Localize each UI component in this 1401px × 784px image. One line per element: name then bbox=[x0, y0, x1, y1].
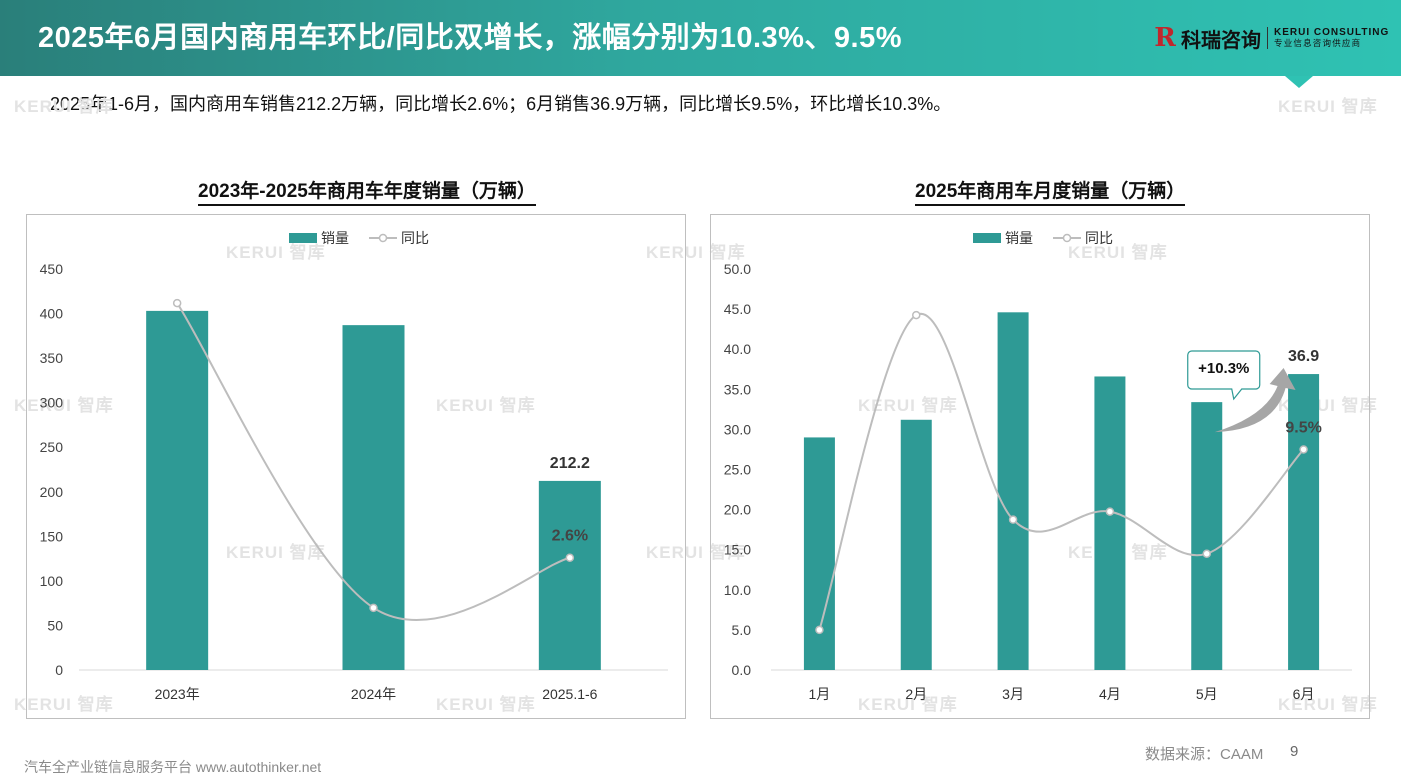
y-tick-label: 300 bbox=[40, 395, 64, 411]
watermark: KERUI 智库 bbox=[1278, 97, 1378, 116]
logo-mark: R bbox=[1154, 23, 1176, 53]
yoy-point-2月 bbox=[912, 310, 921, 320]
yoy-line bbox=[176, 302, 571, 622]
mom-callout-box bbox=[1187, 350, 1261, 401]
bar-2025.1-6 bbox=[538, 480, 601, 670]
annual-chart-title: 2023年-2025年商用车年度销量（万辆） bbox=[198, 176, 536, 206]
x-tick-label: 2024年 bbox=[351, 686, 396, 702]
legend-marker-line bbox=[378, 233, 388, 243]
bar-5月 bbox=[1191, 402, 1223, 670]
legend-marker-line bbox=[1062, 233, 1072, 243]
x-tick-label: 1月 bbox=[809, 686, 831, 702]
x-tick-label: 4月 bbox=[1099, 686, 1121, 702]
y-tick-label: 15.0 bbox=[724, 542, 751, 558]
y-tick-label: 150 bbox=[40, 528, 64, 544]
x-tick-label: 2023年 bbox=[155, 686, 200, 702]
y-tick-label: 5.0 bbox=[732, 622, 752, 638]
logo-english-name: KERUI CONSULTING bbox=[1274, 27, 1390, 39]
yoy-point-2024年 bbox=[369, 603, 378, 613]
y-tick-label: 20.0 bbox=[724, 502, 751, 518]
y-tick-label: 10.0 bbox=[724, 582, 751, 598]
yoy-data-label: 2.6% bbox=[552, 528, 588, 545]
x-tick-label: 5月 bbox=[1196, 686, 1218, 702]
y-tick-label: 35.0 bbox=[724, 381, 751, 397]
y-tick-label: 25.0 bbox=[724, 462, 751, 478]
legend-label-bar: 销量 bbox=[1005, 230, 1033, 246]
y-tick-label: 0 bbox=[55, 662, 63, 678]
mom-annotation bbox=[1214, 368, 1296, 433]
x-tick-label: 6月 bbox=[1293, 686, 1315, 702]
y-tick-label: 200 bbox=[40, 484, 64, 500]
header-notch bbox=[1285, 76, 1313, 88]
kerui-logo: R 科瑞咨询 KERUI CONSULTING 专业信息咨询供应商 bbox=[1153, 16, 1393, 60]
x-tick-label: 3月 bbox=[1002, 686, 1024, 702]
y-tick-label: 250 bbox=[40, 439, 64, 455]
bar-3月 bbox=[997, 312, 1029, 670]
y-tick-label: 0.0 bbox=[732, 662, 752, 678]
bar-2024年 bbox=[342, 325, 405, 670]
footer-platform: 汽车全产业链信息服务平台 www.autothinker.net bbox=[24, 759, 322, 775]
bar-6月 bbox=[1288, 374, 1320, 670]
summary-text: 2025年1-6月，国内商用车销售212.2万辆，同比增长2.6%；6月销售36… bbox=[50, 94, 952, 114]
logo-separator bbox=[1267, 27, 1268, 49]
yoy-data-label: 9.5% bbox=[1285, 419, 1321, 436]
data-source: 数据来源：CAAM bbox=[1145, 746, 1264, 763]
x-tick-label: 2月 bbox=[905, 686, 927, 702]
y-tick-label: 50 bbox=[47, 617, 63, 633]
page-title: 2025年6月国内商用车环比/同比双增长，涨幅分别为10.3%、9.5% bbox=[38, 22, 903, 54]
legend-label-bar: 销量 bbox=[321, 230, 349, 246]
y-tick-label: 100 bbox=[40, 573, 64, 589]
legend-swatch-bar bbox=[289, 233, 317, 243]
yoy-point-5月 bbox=[1202, 549, 1211, 558]
page-number: 9 bbox=[1290, 743, 1299, 760]
y-tick-label: 45.0 bbox=[724, 301, 751, 317]
yoy-point-2023年 bbox=[172, 298, 182, 308]
bar-data-label: 212.2 bbox=[550, 455, 590, 472]
header-banner: 2025年6月国内商用车环比/同比双增长，涨幅分别为10.3%、9.5% R 科… bbox=[0, 0, 1401, 76]
annual-sales-svg: 销量 同比 0 50 100 150 200 250 300 350 400 450 2023年 2024… bbox=[40, 230, 668, 702]
bar-2月 bbox=[900, 419, 932, 670]
y-tick-label: 30.0 bbox=[724, 421, 751, 437]
y-tick-label: 350 bbox=[40, 350, 64, 366]
monthly-sales-chart: 销量 同比 0.0 5.0 10.0 15.0 20.0 25.0 30.0 35.0 40.0 45… bbox=[710, 214, 1370, 719]
mom-callout-label: +10.3% bbox=[1198, 360, 1249, 377]
logo-chinese-name: 科瑞咨询 bbox=[1181, 29, 1261, 52]
bar-data-label: 36.9 bbox=[1288, 348, 1319, 365]
y-tick-label: 450 bbox=[40, 261, 64, 277]
monthly-sales-svg: 销量 同比 0.0 5.0 10.0 15.0 20.0 25.0 30.0 35.0 40.0 45… bbox=[724, 230, 1352, 702]
legend-swatch-bar bbox=[973, 233, 1001, 243]
yoy-point-6月 bbox=[1299, 445, 1308, 454]
y-tick-label: 400 bbox=[40, 306, 64, 322]
legend-label-line: 同比 bbox=[1085, 230, 1113, 246]
bar-1月 bbox=[803, 437, 835, 670]
y-tick-label: 50.0 bbox=[724, 261, 751, 277]
monthly-chart-title: 2025年商用车月度销量（万辆） bbox=[915, 176, 1186, 206]
annual-sales-chart: 销量 同比 0 50 100 150 200 250 300 350 400 450 2023年 2024… bbox=[26, 214, 686, 719]
yoy-point-4月 bbox=[1105, 507, 1115, 516]
x-tick-label: 2025.1-6 bbox=[542, 686, 597, 702]
bar-2023年 bbox=[146, 310, 209, 670]
bar-4月 bbox=[1094, 376, 1126, 670]
yoy-point-3月 bbox=[1008, 515, 1018, 524]
y-tick-label: 40.0 bbox=[724, 341, 751, 357]
mom-arrow-icon bbox=[1214, 368, 1296, 433]
logo-tagline: 专业信息咨询供应商 bbox=[1274, 37, 1362, 48]
legend-label-line: 同比 bbox=[401, 230, 429, 246]
yoy-point-1月 bbox=[815, 625, 824, 635]
yoy-point-2025.1-6 bbox=[565, 553, 575, 562]
